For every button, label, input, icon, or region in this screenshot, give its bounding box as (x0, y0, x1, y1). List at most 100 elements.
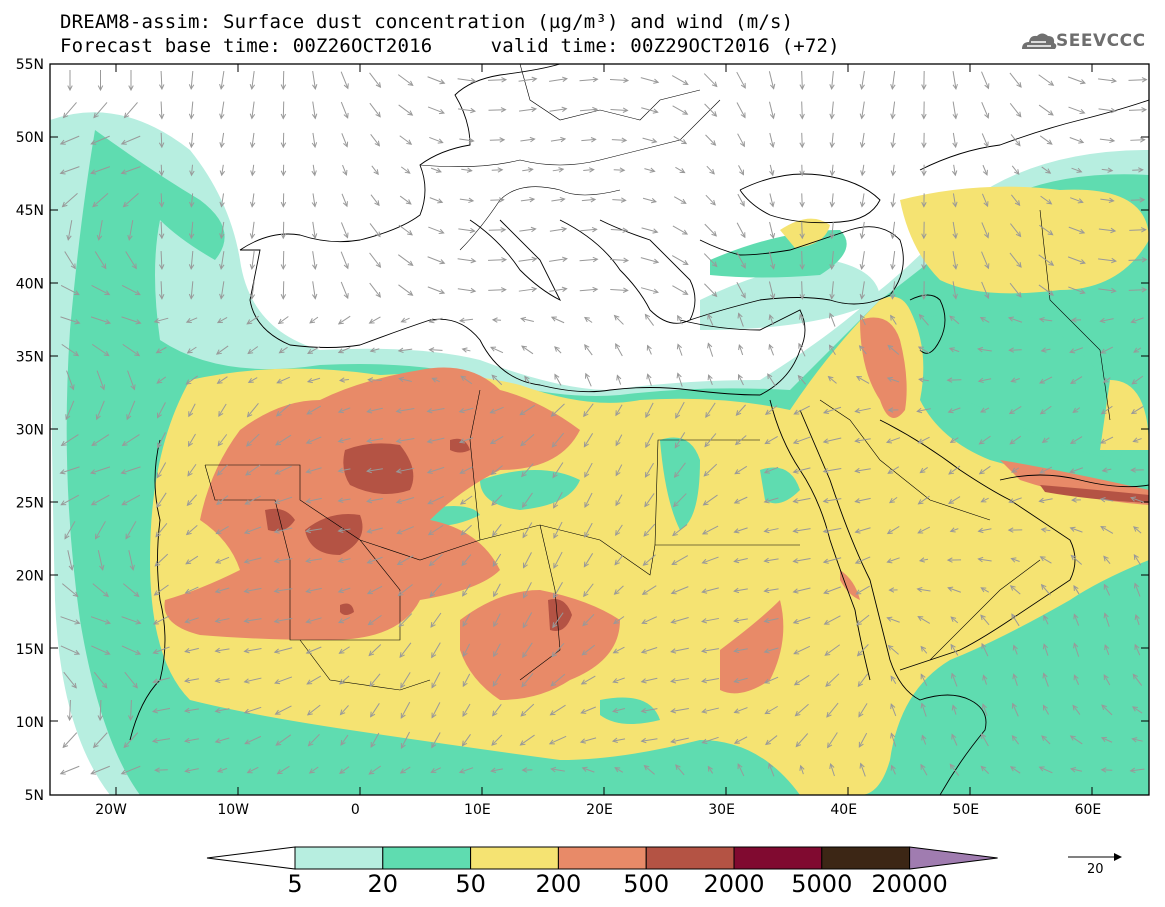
wind-arrow (462, 673, 471, 688)
colorbar-swatch (382, 846, 472, 870)
wind-arrow (738, 165, 745, 176)
wind-arrow (339, 766, 350, 774)
wind-arrow (187, 433, 196, 448)
wind-arrow (366, 527, 383, 534)
wind-arrow (1134, 614, 1140, 626)
wind-arrow (736, 282, 746, 299)
wind-arrow (887, 407, 899, 413)
wind-arrow (672, 225, 689, 235)
wind-arrow (1010, 223, 1022, 238)
wind-arrow (1040, 195, 1053, 205)
wind-arrow (799, 764, 805, 775)
wind-arrow (1100, 767, 1113, 773)
wind-arrow (1042, 643, 1049, 656)
wind-arrow (459, 466, 473, 474)
wind-arrow (981, 732, 989, 747)
wind-arrow (156, 462, 167, 479)
wind-arrow (1071, 167, 1083, 173)
wind-arrow (184, 767, 199, 774)
wind-arrow (216, 317, 228, 324)
wind-arrow (733, 587, 748, 594)
wind-arrow (426, 408, 445, 414)
wind-arrow (185, 375, 198, 385)
wind-arrow (520, 316, 534, 323)
wind-arrow (792, 528, 811, 534)
wind-arrow (1128, 77, 1148, 83)
wind-arrow (185, 317, 198, 324)
wind-arrow (583, 167, 595, 173)
wind-arrow (61, 583, 79, 598)
wind-arrow (1008, 497, 1022, 504)
wind-arrow (280, 193, 287, 208)
wind-arrow (1009, 585, 1021, 595)
wind-arrow (341, 133, 349, 148)
wind-arrow (337, 557, 351, 564)
wind-arrow (398, 224, 413, 236)
wind-arrow (1072, 407, 1081, 414)
wind-arrow (186, 346, 197, 354)
cloud-icon (1022, 33, 1057, 49)
wind-arrow (305, 587, 322, 594)
wind-arrow (189, 193, 195, 208)
colorbar-under-triangle (206, 846, 296, 870)
wind-arrow (370, 194, 380, 207)
wind-arrow (763, 647, 779, 654)
wind-arrow (798, 342, 806, 357)
wind-arrow (311, 193, 318, 208)
wind-arrow (890, 221, 896, 240)
wind-arrow (519, 106, 538, 113)
wind-arrow (337, 527, 351, 533)
wind-arrow (949, 437, 959, 443)
wind-arrow (981, 703, 988, 716)
wind-arrow (581, 137, 597, 143)
wind-arrow (670, 737, 689, 744)
wind-arrow (90, 135, 110, 145)
wind-arrow (707, 342, 714, 357)
wind-arrow (670, 617, 689, 624)
colorbar-label: 5000 (791, 870, 853, 898)
wind-arrow (763, 557, 779, 564)
wind-arrow (854, 527, 871, 534)
wind-arrow (701, 678, 719, 684)
wind-arrow (521, 767, 533, 773)
wind-arrow (520, 703, 535, 717)
wind-arrow (671, 255, 689, 266)
wind-arrow (737, 312, 744, 327)
wind-arrow (426, 437, 445, 444)
wind-arrow (672, 493, 687, 508)
wind-arrow (763, 466, 779, 474)
wind-arrow (981, 71, 990, 90)
wind-arrow (736, 251, 746, 269)
wind-arrow (461, 554, 472, 567)
wind-arrow (429, 583, 443, 598)
wind-arrow (580, 675, 596, 685)
wind-arrow (822, 406, 842, 415)
wind-arrow (921, 70, 927, 91)
wind-arrow (430, 167, 442, 173)
wind-arrow (338, 617, 351, 624)
colorbar-over-triangle (909, 846, 998, 870)
wind-arrow (244, 495, 261, 505)
wind-arrow (312, 71, 318, 90)
wind-arrow (97, 70, 104, 92)
wind-arrow (952, 251, 958, 270)
wind-arrow (733, 707, 748, 714)
wind-arrow (581, 197, 597, 203)
wind-arrow (400, 317, 410, 323)
wind-arrow (490, 767, 503, 773)
wind-arrow (1133, 553, 1142, 566)
wind-arrow (584, 492, 593, 508)
wind-arrow (707, 313, 714, 326)
wind-arrow (917, 495, 930, 505)
wind-arrow (96, 220, 103, 241)
wind-arrow (918, 377, 929, 383)
wind-arrow (278, 346, 288, 354)
wind-arrow (670, 708, 689, 714)
wind-arrow (152, 646, 170, 655)
wind-arrow (920, 645, 928, 654)
wind-arrow (854, 497, 871, 504)
wind-arrow (763, 527, 779, 534)
wind-arrow (273, 588, 293, 594)
wind-arrow (1038, 104, 1054, 116)
wind-arrow (216, 767, 228, 773)
